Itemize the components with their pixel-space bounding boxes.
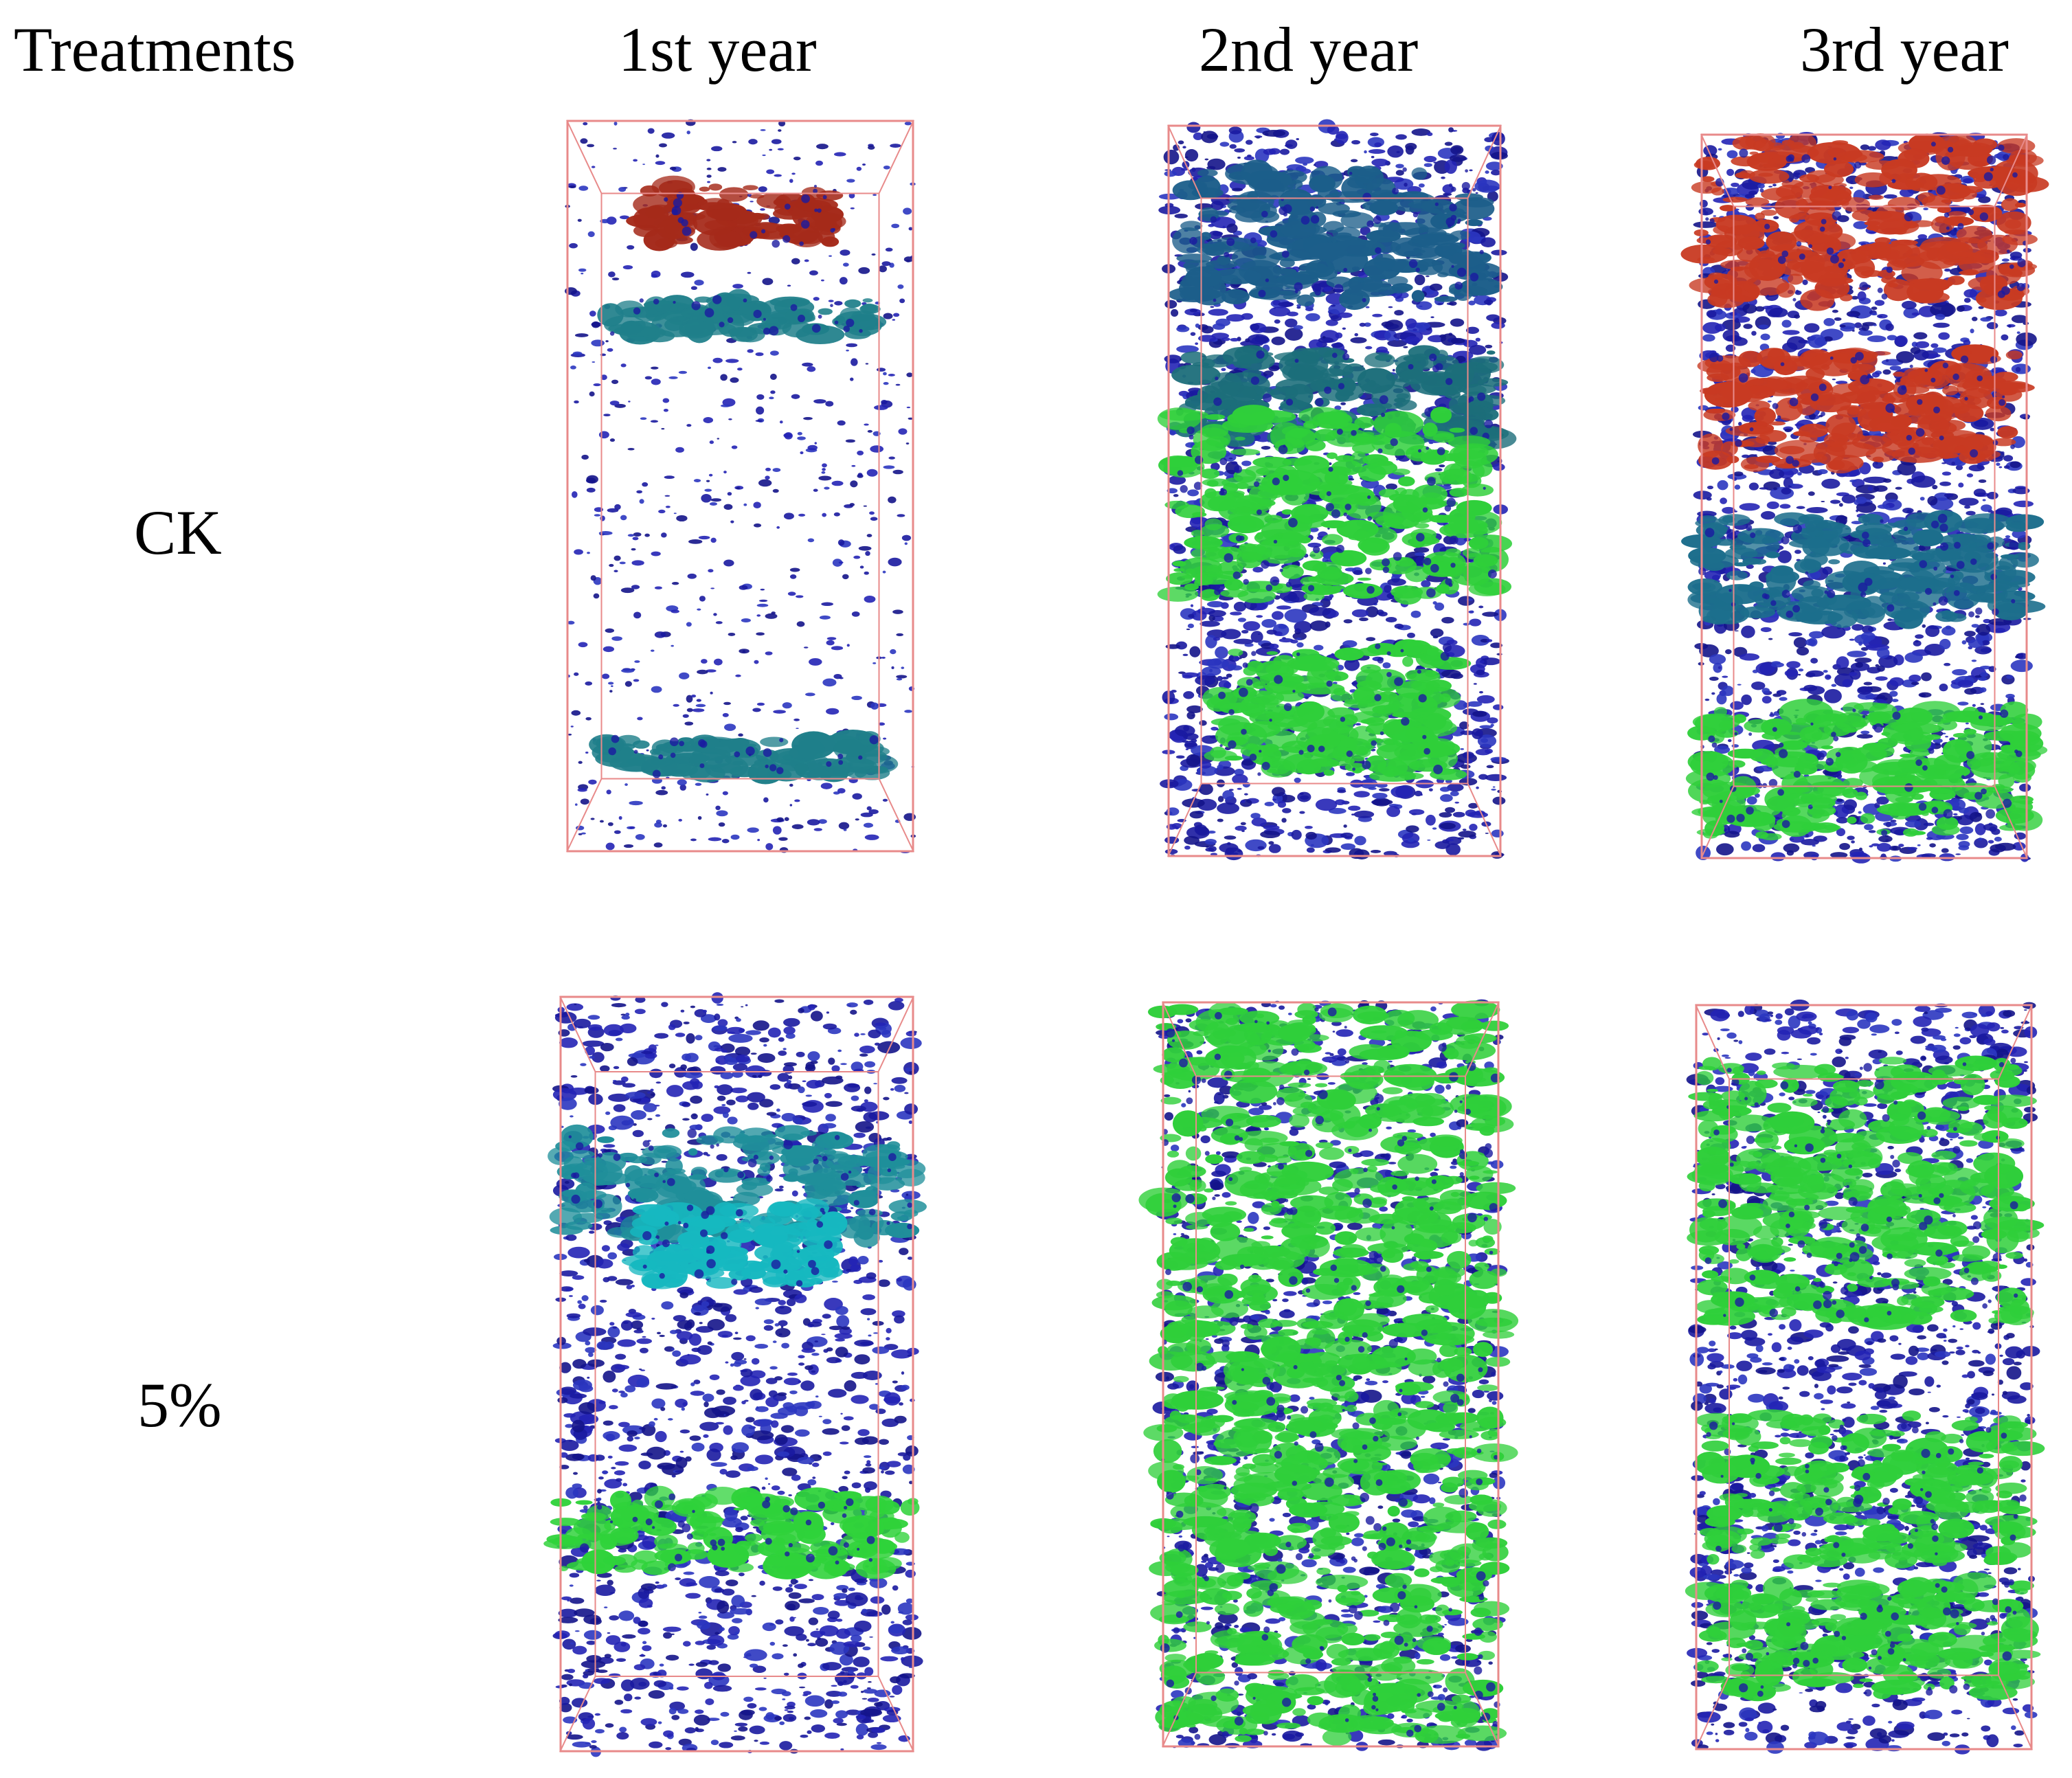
treatments-header: Treatments	[14, 14, 296, 85]
pore-3d-render	[1680, 131, 2049, 864]
row-label-ck: CK	[134, 497, 222, 567]
pore-3d-render	[1138, 999, 1519, 1751]
panel-5pct-year3	[1685, 999, 2045, 1755]
panel-ck-year3	[1680, 131, 2049, 864]
pore-3d-render	[1685, 999, 2045, 1755]
panel-ck-year1	[564, 119, 916, 853]
pore-3d-render	[1157, 119, 1517, 861]
year-1-header: 1st year	[618, 14, 817, 85]
panel-5pct-year2	[1138, 999, 1519, 1751]
year-2-header: 2nd year	[1199, 14, 1419, 85]
panel-5pct-year1	[543, 992, 927, 1757]
pore-3d-render	[543, 992, 927, 1757]
row-label-5pct: 5%	[137, 1370, 222, 1440]
panel-ck-year2	[1157, 119, 1517, 861]
year-3-header: 3rd year	[1800, 14, 2009, 85]
pore-3d-render	[564, 119, 916, 853]
